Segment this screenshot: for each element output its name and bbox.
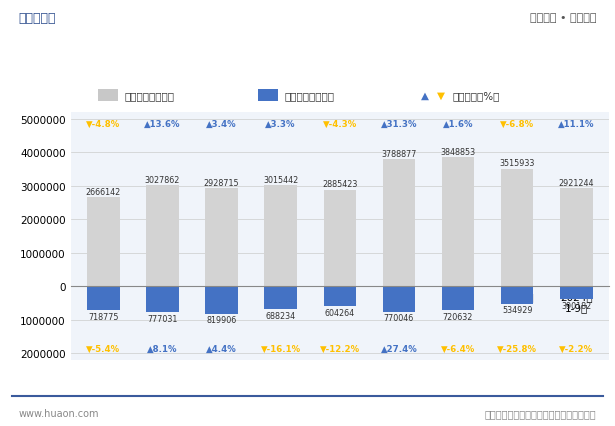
Text: 390182: 390182: [561, 301, 592, 310]
Text: ▼-4.8%: ▼-4.8%: [86, 120, 121, 129]
Text: ▼-16.1%: ▼-16.1%: [261, 344, 301, 353]
Text: 3848853: 3848853: [440, 148, 475, 157]
Text: 3515933: 3515933: [499, 159, 535, 168]
Text: 专业严谨 • 客观科学: 专业严谨 • 客观科学: [530, 13, 597, 23]
Text: 2016-2024年9月中山市(境内目的地/货源地)进、出口额: 2016-2024年9月中山市(境内目的地/货源地)进、出口额: [151, 51, 464, 69]
Text: 2928715: 2928715: [204, 178, 239, 187]
Text: 777031: 777031: [147, 314, 178, 323]
Text: ▼: ▼: [437, 91, 445, 101]
Text: ▼-12.2%: ▼-12.2%: [320, 344, 360, 353]
Text: ▲11.1%: ▲11.1%: [558, 120, 595, 129]
Text: 604264: 604264: [325, 308, 355, 317]
Bar: [205, 287, 238, 314]
Text: 819906: 819906: [207, 315, 237, 324]
Bar: [323, 287, 356, 307]
Text: 2885423: 2885423: [322, 180, 357, 189]
Text: ▲1.6%: ▲1.6%: [443, 120, 474, 129]
Bar: [383, 160, 415, 287]
Bar: [146, 287, 178, 312]
Text: 3015442: 3015442: [263, 176, 298, 184]
Text: ▼-5.4%: ▼-5.4%: [86, 344, 121, 353]
Text: ▲31.3%: ▲31.3%: [381, 120, 417, 129]
Text: ▼-4.3%: ▼-4.3%: [323, 120, 357, 129]
Text: 出口额（万美元）: 出口额（万美元）: [124, 91, 174, 101]
Text: 770046: 770046: [384, 314, 414, 322]
Text: 数据来源：中国海关；华经产业研究院整理: 数据来源：中国海关；华经产业研究院整理: [485, 408, 597, 418]
Text: ▼-25.8%: ▼-25.8%: [497, 344, 537, 353]
Text: www.huaon.com: www.huaon.com: [18, 408, 99, 418]
Text: 534929: 534929: [502, 306, 533, 315]
Bar: [98, 89, 118, 102]
Bar: [146, 185, 178, 287]
Bar: [264, 186, 297, 287]
Bar: [501, 287, 533, 304]
Text: ▲: ▲: [421, 91, 429, 101]
Text: ▲3.3%: ▲3.3%: [266, 120, 296, 129]
Text: 同比增长（%）: 同比增长（%）: [452, 91, 499, 101]
Text: 2666142: 2666142: [85, 187, 121, 196]
Text: 进口额（万美元）: 进口额（万美元）: [284, 91, 334, 101]
Bar: [258, 89, 278, 102]
Bar: [383, 287, 415, 312]
Bar: [87, 287, 119, 311]
Bar: [442, 158, 474, 287]
Text: 3027862: 3027862: [145, 175, 180, 184]
Text: 3788877: 3788877: [381, 150, 416, 158]
Text: ▲4.4%: ▲4.4%: [206, 344, 237, 353]
Bar: [264, 287, 297, 310]
Text: ▼-6.4%: ▼-6.4%: [441, 344, 475, 353]
Text: ▼-6.8%: ▼-6.8%: [500, 120, 534, 129]
Text: 2921244: 2921244: [558, 178, 594, 187]
Text: ▲3.4%: ▲3.4%: [206, 120, 237, 129]
Bar: [442, 287, 474, 311]
Text: ▲27.4%: ▲27.4%: [381, 344, 418, 353]
Bar: [560, 189, 593, 287]
Bar: [323, 190, 356, 287]
Text: 华经情报网: 华经情报网: [18, 12, 56, 25]
Bar: [560, 287, 593, 299]
Text: 688234: 688234: [266, 311, 296, 320]
Text: ▲8.1%: ▲8.1%: [147, 344, 178, 353]
Bar: [205, 189, 238, 287]
Text: 718775: 718775: [88, 312, 119, 321]
Text: ▲13.6%: ▲13.6%: [144, 120, 181, 129]
Text: ▼-2.2%: ▼-2.2%: [559, 344, 593, 353]
Text: 720632: 720632: [443, 312, 474, 321]
Bar: [87, 198, 119, 287]
Bar: [501, 169, 533, 287]
